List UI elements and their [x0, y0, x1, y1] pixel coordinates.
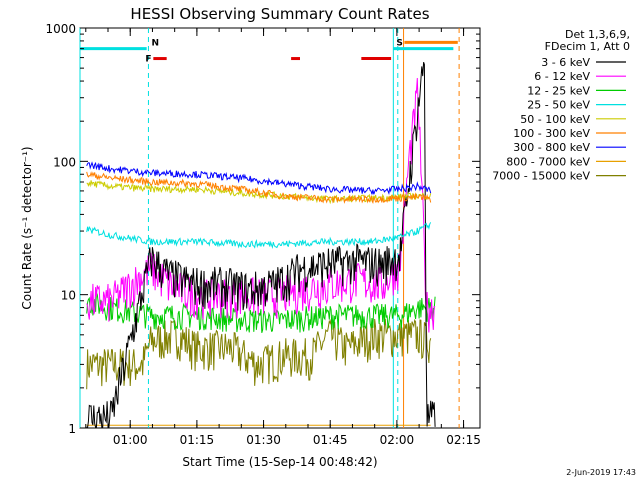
vertical-markers [79, 28, 460, 428]
series-line-8 [86, 318, 432, 390]
legend: Det 1,3,6,9, FDecim 1, Att 0 3 - 6 keV6 … [492, 28, 630, 183]
series-layer [86, 62, 436, 429]
legend-label-3: 25 - 50 keV [527, 99, 590, 112]
flag-label-5: S [396, 39, 402, 49]
y-axis-label: Count Rate (s⁻¹ detector⁻¹) [20, 146, 34, 309]
legend-label-8: 7000 - 15000 keV [492, 170, 590, 183]
chart-title: HESSI Observing Summary Count Rates [130, 5, 429, 23]
series-line-2 [86, 292, 436, 333]
flag-label-1: N [151, 39, 159, 49]
legend-header-line-2: FDecim 1, Att 0 [545, 40, 630, 53]
y-tick-label-1: 10 [61, 289, 76, 303]
series-line-0 [86, 62, 436, 429]
legend-label-1: 6 - 12 keV [534, 70, 590, 83]
y-axis: 1 10 100 1000 [45, 22, 480, 436]
legend-label-2: 12 - 25 keV [527, 84, 590, 97]
series-line-5 [86, 171, 432, 205]
y-tick-label-3: 1000 [45, 22, 76, 36]
flag-label-2: F [145, 55, 151, 65]
legend-label-7: 800 - 7000 keV [506, 155, 590, 168]
flag-bars: NF S [80, 39, 458, 65]
footer-date: 2-Jun-2019 17:43 [566, 468, 636, 477]
x-axis-label: Start Time (15-Sep-14 00:48:42) [182, 455, 377, 469]
x-tick-label-0: 01:00 [113, 433, 148, 447]
legend-label-5: 100 - 300 keV [513, 127, 590, 140]
legend-label-6: 300 - 800 keV [513, 141, 590, 154]
x-tick-label-5: 02:15 [446, 433, 481, 447]
y-tick-label-0: 1 [68, 422, 76, 436]
x-tick-label-3: 01:45 [313, 433, 348, 447]
legend-label-4: 50 - 100 keV [520, 113, 590, 126]
legend-header-line-1: Det 1,3,6,9, [565, 28, 630, 41]
legend-label-0: 3 - 6 keV [541, 56, 590, 69]
y-tick-label-2: 100 [53, 155, 76, 169]
x-axis: 01:00 01:15 01:30 01:45 02:00 02:15 [85, 28, 481, 447]
x-tick-label-2: 01:30 [246, 433, 281, 447]
x-tick-label-1: 01:15 [180, 433, 215, 447]
series-line-6 [86, 161, 432, 195]
series-line-3 [86, 222, 432, 250]
x-tick-label-4: 02:00 [380, 433, 415, 447]
